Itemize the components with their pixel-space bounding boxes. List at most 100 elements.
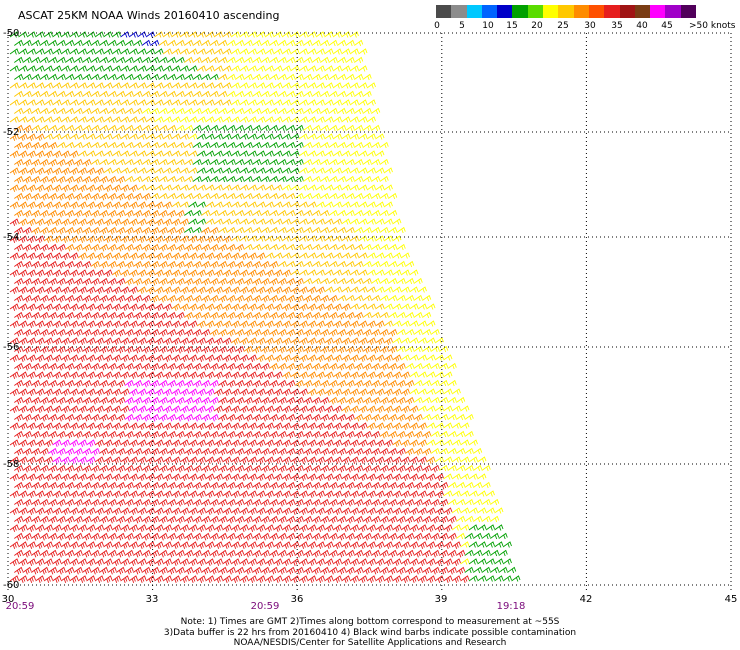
wind-barb: [392, 456, 402, 464]
wind-barb: [73, 515, 83, 524]
wind-barb: [133, 294, 143, 303]
wind-barb: [35, 252, 45, 260]
wind-barb: [281, 218, 291, 225]
wind-barb: [354, 413, 364, 422]
wind-barb: [43, 252, 53, 260]
wind-barb: [371, 260, 381, 268]
wind-barb: [264, 252, 274, 259]
wind-barb: [111, 218, 121, 226]
wind-barb: [243, 515, 253, 524]
wind-barb: [137, 252, 147, 260]
wind-barb: [222, 252, 232, 260]
wind-barb: [281, 388, 291, 396]
wind-barb: [65, 498, 75, 507]
wind-barb: [290, 150, 300, 157]
wind-barb: [188, 201, 198, 208]
wind-barb: [52, 31, 62, 38]
wind-barb: [145, 371, 155, 379]
wind-barb: [137, 133, 147, 140]
wind-barb: [409, 354, 419, 361]
wind-barb: [349, 65, 359, 72]
wind-barb: [82, 73, 92, 81]
wind-barb: [167, 175, 177, 183]
wind-barb: [128, 235, 138, 243]
wind-barb: [39, 107, 49, 115]
wind-barb: [48, 192, 58, 201]
wind-barb: [277, 209, 287, 217]
wind-barb: [175, 328, 185, 337]
wind-barb: [405, 277, 415, 285]
wind-barb: [218, 260, 228, 269]
wind-barb: [145, 490, 155, 498]
wind-barb: [158, 532, 168, 541]
wind-barb: [213, 320, 223, 328]
wind-barb: [324, 320, 334, 328]
wind-barb: [337, 396, 347, 405]
wind-barb: [133, 566, 143, 575]
wind-barb: [201, 362, 211, 371]
wind-barb: [218, 294, 228, 303]
wind-barb: [303, 515, 313, 524]
wind-barb: [337, 56, 347, 64]
wind-barb: [434, 524, 444, 532]
wind-barb: [213, 541, 223, 549]
wind-barb: [184, 209, 194, 217]
wind-barb: [337, 566, 347, 575]
wind-barb: [116, 311, 126, 320]
colorbar-swatch: [527, 5, 544, 18]
wind-barb: [86, 150, 96, 157]
wind-barb: [396, 413, 406, 422]
wind-barb: [145, 303, 155, 311]
wind-barb: [252, 56, 262, 64]
wind-barb: [205, 99, 215, 106]
wind-barb: [31, 379, 41, 388]
wind-barb: [315, 524, 325, 532]
wind-barb: [167, 379, 177, 388]
wind-barb: [481, 498, 491, 506]
wind-barb: [256, 235, 266, 242]
wind-barb: [307, 235, 317, 242]
lon-label-33: 33: [145, 594, 159, 605]
wind-barb: [205, 388, 215, 396]
wind-barb: [400, 371, 410, 379]
wind-barb: [294, 515, 304, 524]
wind-barb: [371, 158, 381, 166]
wind-barb: [371, 141, 381, 149]
wind-barb: [298, 405, 308, 413]
wind-barb: [226, 345, 236, 354]
wind-barb: [405, 396, 415, 405]
wind-barb: [39, 481, 49, 490]
wind-barb: [434, 439, 444, 446]
wind-barb: [124, 379, 134, 388]
wind-barb: [73, 532, 83, 541]
wind-barb: [358, 150, 368, 157]
wind-barb: [247, 252, 257, 260]
wind-barb: [413, 362, 423, 370]
wind-barb: [205, 558, 215, 566]
wind-barb: [48, 107, 58, 115]
wind-barb: [315, 354, 325, 362]
wind-barb: [277, 413, 287, 422]
wind-barb: [328, 464, 338, 473]
wind-barb: [218, 243, 228, 252]
wind-barb: [477, 575, 487, 582]
wind-barb: [201, 192, 211, 200]
wind-barb: [145, 354, 155, 362]
wind-barb: [128, 150, 138, 157]
wind-barb: [366, 184, 376, 191]
wind-barb: [77, 490, 87, 498]
wind-barb: [65, 175, 75, 184]
wind-barb: [162, 48, 172, 55]
wind-barb: [107, 294, 117, 303]
wind-barb: [120, 303, 130, 311]
wind-barb: [379, 447, 389, 456]
wind-barb: [320, 39, 330, 47]
wind-barb: [175, 566, 185, 575]
wind-barb: [230, 439, 240, 447]
wind-barb: [35, 422, 45, 430]
wind-barb: [315, 48, 325, 55]
wind-barb: [328, 73, 338, 81]
wind-barb: [417, 524, 427, 532]
wind-barb: [94, 388, 104, 396]
wind-barb: [209, 396, 219, 405]
